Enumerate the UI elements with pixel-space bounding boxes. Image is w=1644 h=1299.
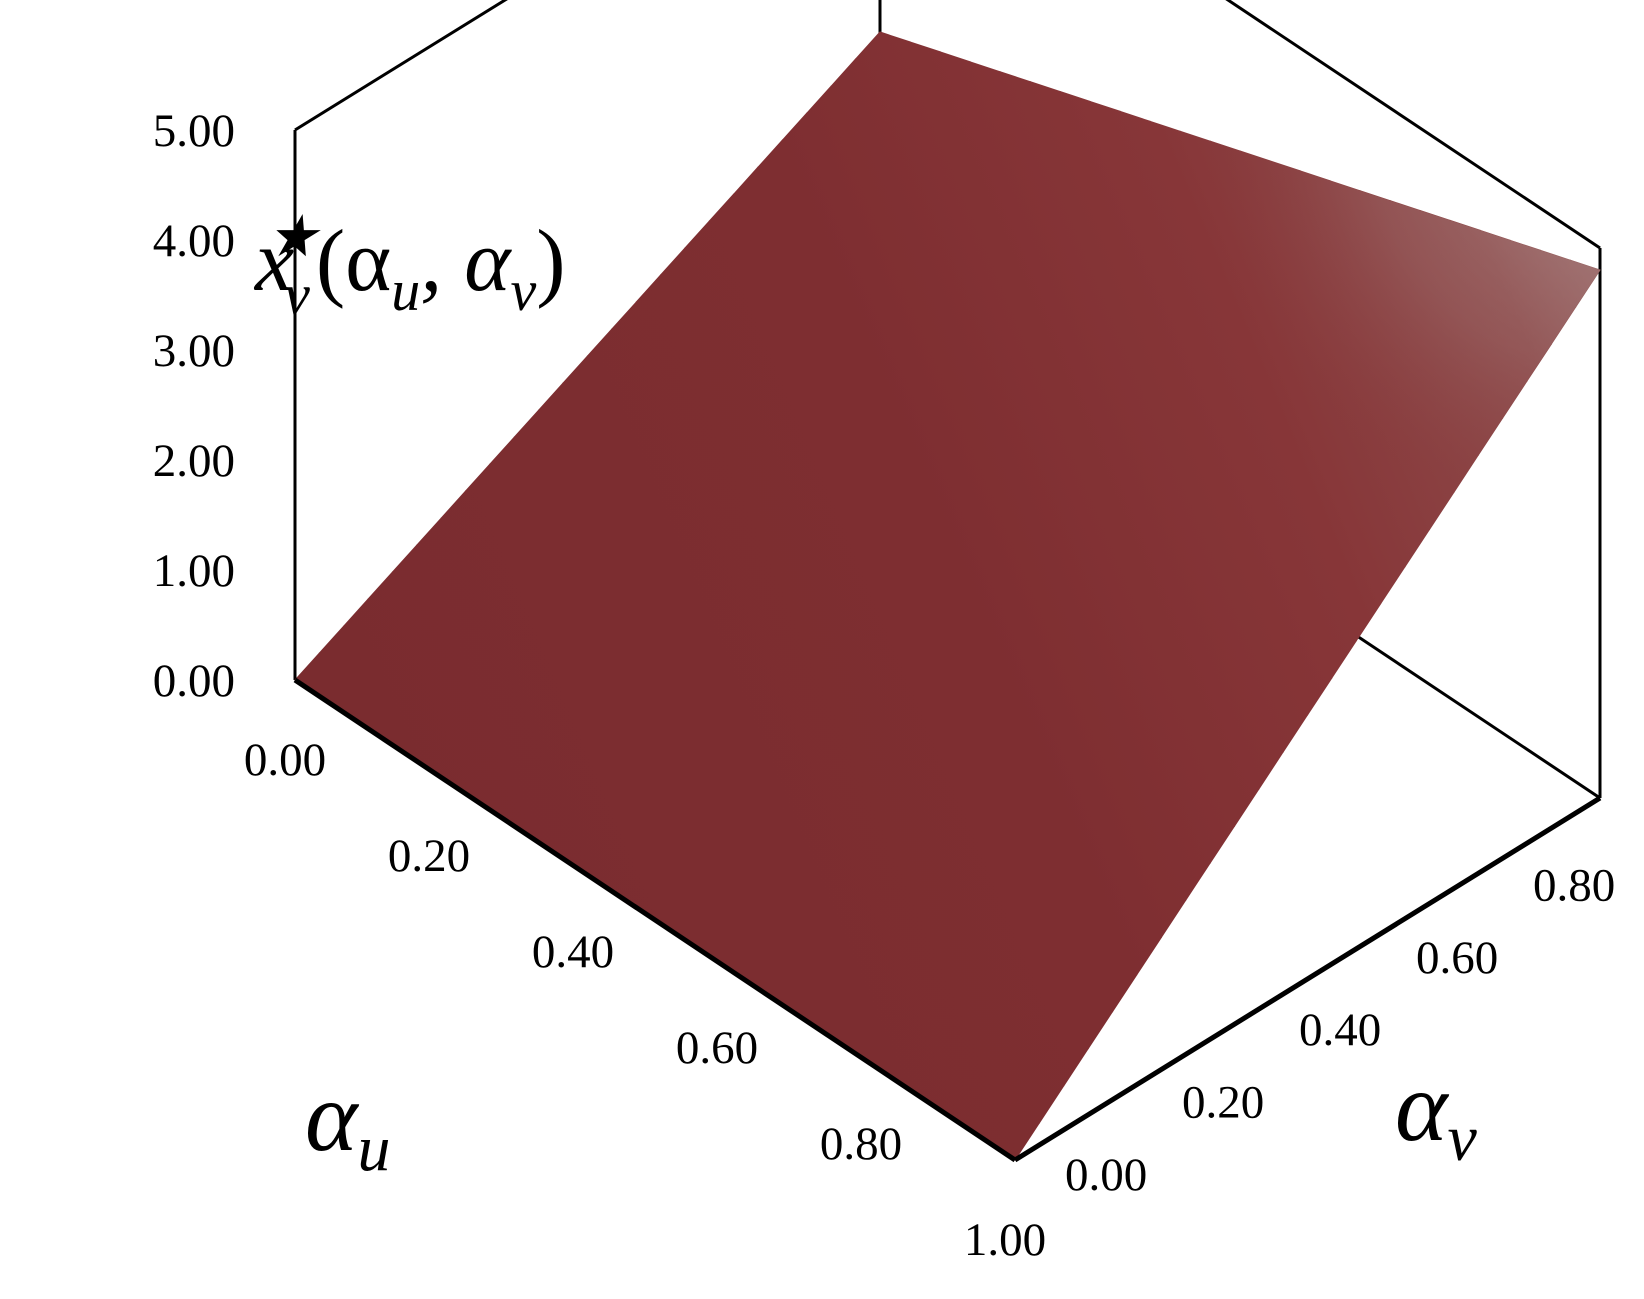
x-tick-labels: 0.00 0.20 0.40 0.60 0.80 1.00 (244, 734, 1046, 1266)
y-title-base: α (1395, 1051, 1450, 1162)
y-axis-line (1013, 795, 1602, 1163)
z-title-sup: ★ (266, 204, 321, 269)
top-left-edge (294, 0, 508, 132)
y-tick-label: 0.80 (1533, 859, 1615, 911)
x-title-sub: u (358, 1112, 391, 1185)
z-title-sub: v (284, 262, 310, 327)
y-title-sub: v (1448, 1102, 1478, 1175)
y-tick-labels: 0.000.200.400.600.801.00 (1065, 859, 1615, 1201)
z-title-base: x (253, 213, 294, 310)
z-title-sep: , α (420, 213, 512, 310)
y-tick-label: 0.20 (1182, 1077, 1264, 1129)
z-tick-label: 1.00 (153, 545, 235, 597)
x-tick-label: 0.00 (244, 734, 326, 786)
z-tick-label: 4.00 (153, 215, 235, 267)
x-title-base: α (305, 1061, 360, 1172)
z-tick-label: 5.00 (153, 105, 235, 157)
z-tick-label: 0.00 (153, 655, 235, 707)
x-axis-line (293, 677, 1017, 1163)
z-axis-title: x★ v(αu, αv) (253, 204, 566, 327)
x-tick-label: 0.20 (388, 830, 470, 882)
top-right-edge (1225, 0, 1601, 250)
front-frame (293, 677, 1602, 1163)
z-tick-label: 3.00 (153, 325, 235, 377)
z-tick-labels: 0.00 1.00 2.00 3.00 4.00 5.00 (153, 105, 235, 707)
z-tick-label: 2.00 (153, 435, 235, 487)
z-title-arg1-sub: u (391, 258, 420, 323)
x-tick-label: 1.00 (964, 1214, 1046, 1266)
y-tick-label: 0.00 (1065, 1149, 1147, 1201)
z-title-arg2-sub: v (510, 258, 536, 323)
surface-highlight (295, 32, 1600, 1160)
x-tick-label: 0.60 (676, 1022, 758, 1074)
z-title-args: (α (316, 213, 391, 310)
y-tick-label: 0.40 (1299, 1004, 1381, 1056)
x-tick-label: 0.40 (532, 926, 614, 978)
y-axis-title: αv (1395, 1051, 1478, 1175)
z-title-close: ) (536, 213, 565, 310)
x-axis-title: αu (305, 1061, 391, 1185)
x-tick-label: 0.80 (820, 1118, 902, 1170)
surface (294, 31, 1601, 1161)
y-tick-label: 0.60 (1416, 932, 1498, 984)
